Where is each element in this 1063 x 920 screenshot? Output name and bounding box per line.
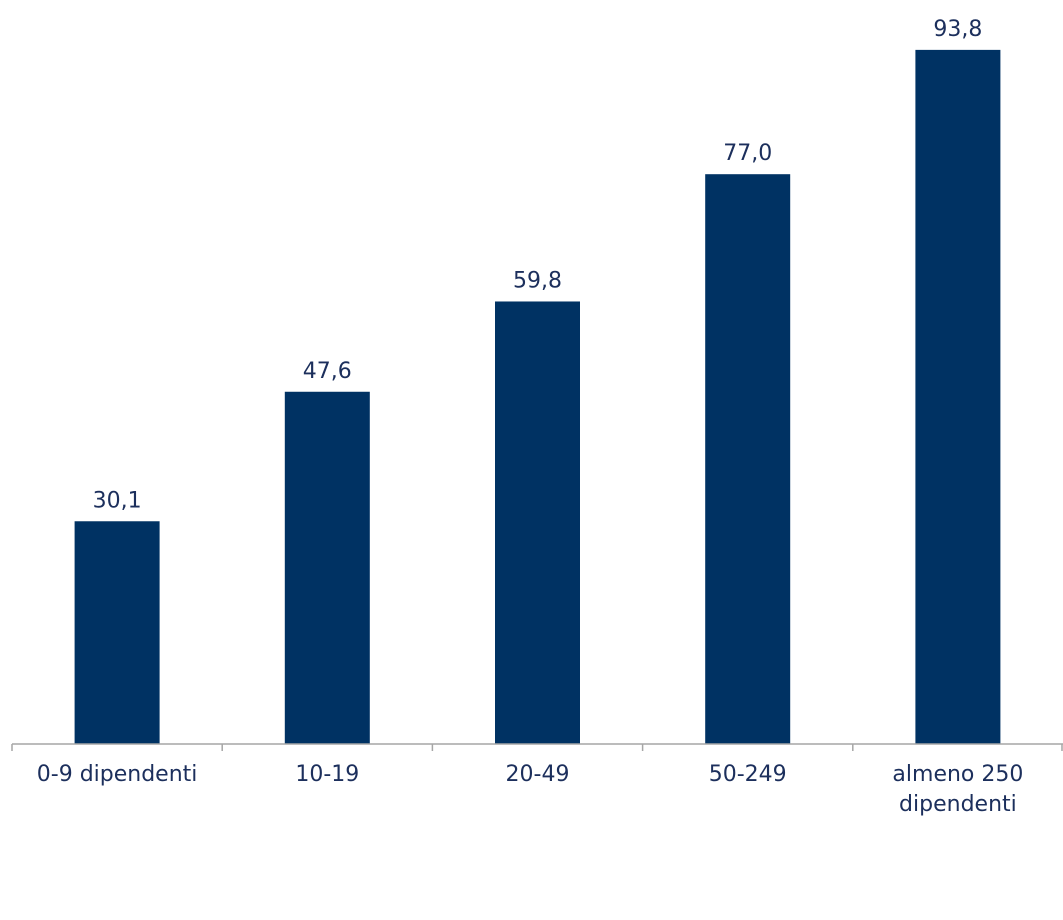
category-label-2: 10-19 — [295, 762, 359, 787]
bar-4 — [705, 174, 791, 744]
value-label-5: 93,8 — [933, 17, 982, 42]
value-label-1: 30,1 — [93, 488, 142, 513]
category-labels-group: 0-9 dipendenti 10-19 20-49 50-249 almeno 250… — [37, 762, 1024, 817]
bar-1 — [74, 521, 160, 744]
x-axis — [11, 743, 1063, 751]
category-label-1: 0-9 dipendenti — [37, 762, 198, 787]
bar-2 — [284, 391, 370, 744]
value-label-2: 47,6 — [303, 359, 352, 384]
value-labels-group: 30,1 47,6 59,8 77,0 93,8 — [93, 17, 983, 513]
bar-3 — [495, 301, 580, 744]
bar-5 — [915, 49, 1001, 744]
category-label-3: 20-49 — [506, 762, 570, 787]
category-label-5: almeno 250 dipendenti — [892, 762, 1023, 817]
value-label-4: 77,0 — [723, 141, 772, 166]
category-label-4: 50-249 — [709, 762, 787, 787]
value-label-3: 59,8 — [513, 268, 562, 293]
bars-group — [74, 49, 1001, 744]
